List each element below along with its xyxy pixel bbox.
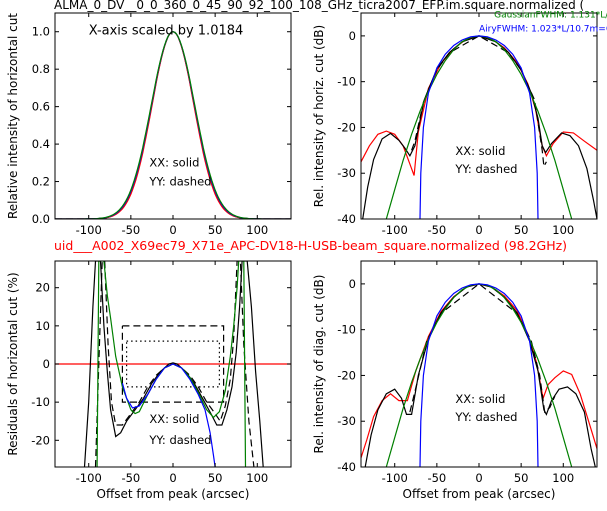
y-tick-label: 1.0 <box>32 25 50 39</box>
series-2-line <box>362 35 597 219</box>
series-3-line <box>55 31 291 219</box>
series-4-line <box>385 283 573 467</box>
x-tick-label: -50 <box>427 223 446 237</box>
annotation-text: YY: dashed <box>148 174 211 188</box>
series-2-line <box>121 325 225 403</box>
y-tick-label: 0 <box>349 29 356 43</box>
y-tick-label: 0.2 <box>32 175 50 189</box>
y-tick-label: -10 <box>337 323 356 337</box>
y-tick-label: -10 <box>337 75 356 89</box>
figure-mid-title: uid___A002_X69ec79_X71e_APC-DV18-H-USB-b… <box>54 238 568 253</box>
annotation-text: X-axis scaled by 1.0184 <box>89 23 244 38</box>
annotation-text: XX: solid <box>455 392 505 406</box>
annotation-text: YY: dashed <box>148 433 211 447</box>
annotation-text: GaussianFWHM: 1.131*L/D=59.35" <box>494 11 607 21</box>
x-tick-label: -100 <box>76 223 102 237</box>
x-tick-label: 0 <box>169 223 176 237</box>
series-3-line <box>411 35 547 169</box>
series-1-line <box>55 31 291 219</box>
series-5-line <box>419 35 539 219</box>
x-axis-label: Offset from peak (arcsec) <box>97 487 250 501</box>
x-tick-label: 50 <box>208 471 223 485</box>
series-4-line <box>55 31 291 219</box>
panel-top-right: -100 -50 0 50 100 0 -10 -20 -30 -40 Rel. intensity… <box>312 11 607 237</box>
annotation-text: YY: dashed <box>454 162 517 176</box>
y-tick-label: 10 <box>35 319 50 333</box>
panel-bottom-right: -100 -50 0 50 100 0 -10 -20 -30 -40 Rel. intensity… <box>312 260 598 501</box>
x-tick-label: 100 <box>552 471 574 485</box>
plot-area <box>361 35 597 219</box>
y-axis-label: Relative intensity of horizontal cut <box>6 13 20 219</box>
x-tick-label: -100 <box>382 471 408 485</box>
series-5-line <box>419 283 539 467</box>
annotation-text: XX: solid <box>149 156 199 170</box>
x-tick-label: 50 <box>514 223 529 237</box>
y-axis-label: Rel. intensity of horiz. cut (dB) <box>312 25 326 207</box>
annotation-text: YY: dashed <box>454 410 517 424</box>
x-tick-label: 0 <box>475 223 482 237</box>
y-tick-label: -30 <box>337 166 356 180</box>
annotation-text: XX: solid <box>149 412 199 426</box>
x-tick-label: 0 <box>169 471 176 485</box>
y-tick-label: 0 <box>43 357 50 371</box>
x-tick-label: 100 <box>552 223 574 237</box>
plot-area <box>55 261 291 467</box>
plot-area <box>55 31 291 219</box>
annotation-text: AiryFWHM: 1.023*L/10.7m=60.18" <box>479 24 607 34</box>
y-tick-label: 0.0 <box>32 212 50 226</box>
x-tick-label: 100 <box>246 223 268 237</box>
x-axis-label: Offset from peak (arcsec) <box>403 487 556 501</box>
y-tick-label: -20 <box>337 120 356 134</box>
y-tick-label: 0.8 <box>32 62 50 76</box>
y-tick-label: -20 <box>31 433 50 447</box>
x-tick-label: -100 <box>382 223 408 237</box>
y-axis-label: Residuals of horizontal cut (%) <box>6 272 20 455</box>
series-4-line <box>385 35 573 219</box>
panel-top-left: -100 -50 0 50 100 0.0 0.2 0.4 0.6 0.8 1.0 Relative … <box>6 12 292 237</box>
x-tick-label: 50 <box>514 471 529 485</box>
y-tick-label: -40 <box>337 460 356 474</box>
y-tick-label: 0.6 <box>32 100 50 114</box>
x-tick-label: 0 <box>475 471 482 485</box>
axes-frame <box>360 12 598 220</box>
series-2-line <box>364 283 596 467</box>
x-tick-label: -50 <box>427 471 446 485</box>
series-3-line <box>409 283 556 414</box>
y-tick-label: -20 <box>337 368 356 382</box>
y-axis-label: Rel. intensity of diag. cut (dB) <box>312 275 326 454</box>
series-4-line <box>83 261 264 467</box>
axes-frame <box>360 260 598 468</box>
x-tick-label: -100 <box>76 471 102 485</box>
y-tick-label: 0.4 <box>32 137 50 151</box>
x-tick-label: -50 <box>121 471 140 485</box>
x-tick-label: -50 <box>121 223 140 237</box>
y-tick-label: -40 <box>337 212 356 226</box>
plot-area <box>361 283 597 467</box>
series-5-line <box>55 31 291 219</box>
x-tick-label: 100 <box>246 471 268 485</box>
x-tick-label: 50 <box>208 223 223 237</box>
figure-top-title: ALMA_0_DV__0_0_360_0_45_90_92_100_108_GH… <box>54 0 585 12</box>
annotation-text: XX: solid <box>455 144 505 158</box>
series-2-line <box>55 31 291 219</box>
y-tick-label: -10 <box>31 395 50 409</box>
y-tick-label: 20 <box>35 281 50 295</box>
y-tick-label: 0 <box>349 277 356 291</box>
series-7-line <box>121 363 216 467</box>
y-tick-label: -30 <box>337 414 356 428</box>
